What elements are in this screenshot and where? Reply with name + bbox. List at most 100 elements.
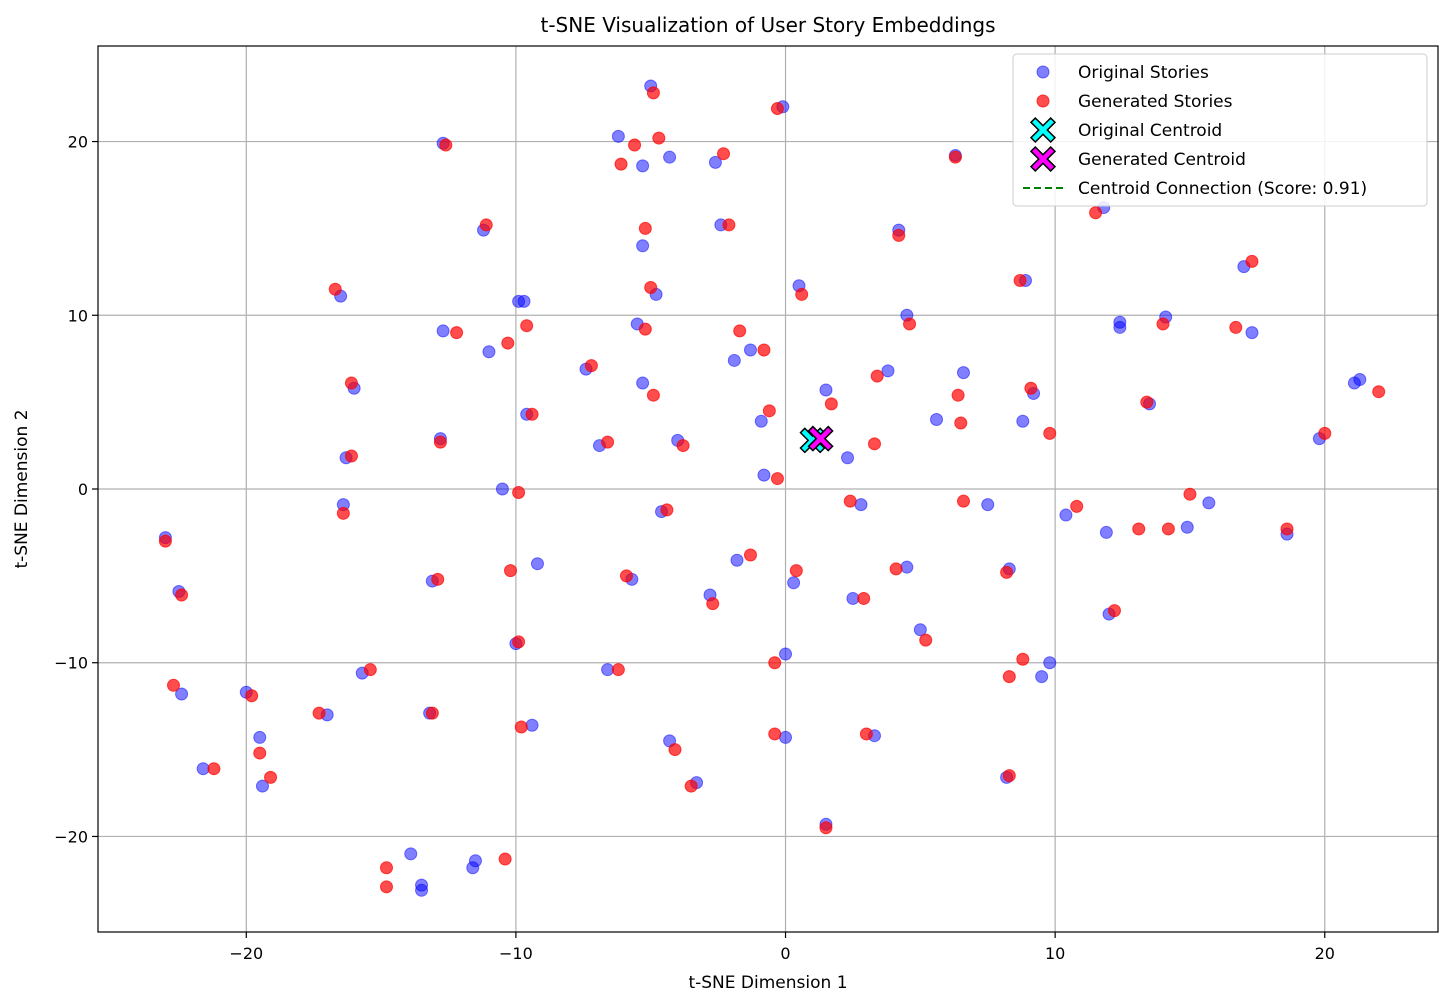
generated-story-point — [795, 287, 809, 301]
generated-story-point — [619, 569, 633, 583]
generated-story-point — [336, 506, 350, 520]
original-story-point — [517, 294, 531, 308]
generated-story-point — [824, 397, 838, 411]
generated-story-point — [1280, 522, 1294, 536]
generated-story-point — [363, 663, 377, 677]
x-tick-label: 20 — [1315, 944, 1335, 963]
original-story-point — [482, 345, 496, 359]
generated-story-point — [439, 138, 453, 152]
original-story-point — [1113, 315, 1127, 329]
generated-story-point — [498, 852, 512, 866]
generated-story-point — [1161, 522, 1175, 536]
original-story-point — [956, 366, 970, 380]
generated-story-point — [948, 150, 962, 164]
generated-story-point — [253, 746, 267, 760]
generated-story-point — [379, 880, 393, 894]
original-story-point — [981, 498, 995, 512]
y-tick-label: 20 — [68, 133, 88, 152]
original-story-point — [1245, 326, 1259, 340]
original-story-point — [1043, 656, 1057, 670]
generated-story-point — [1132, 522, 1146, 536]
generated-story-point — [903, 317, 917, 331]
generated-story-point — [1229, 320, 1243, 334]
original-story-point — [841, 451, 855, 465]
generated-story-point — [668, 743, 682, 757]
legend-box — [1012, 53, 1428, 207]
generated-story-point — [207, 762, 221, 776]
generated-story-point — [768, 727, 782, 741]
legend-marker-generated-stories — [1036, 94, 1050, 108]
generated-story-point — [520, 319, 534, 333]
generated-story-point — [733, 324, 747, 338]
original-story-point — [601, 663, 615, 677]
original-story-point — [415, 883, 429, 897]
axis-ticks: −20 −10 0 10 20 −20 −10 0 10 20 — [54, 133, 1335, 963]
original-story-point — [404, 847, 418, 861]
generated-story-point — [867, 437, 881, 451]
y-tick-label: 10 — [68, 306, 88, 325]
original-story-point — [255, 779, 269, 793]
generated-story-point — [951, 388, 965, 402]
generated-story-point — [1024, 381, 1038, 395]
legend-marker-original-stories — [1036, 65, 1050, 79]
generated-story-point — [676, 439, 690, 453]
generated-story-point — [646, 86, 660, 100]
generated-story-point — [611, 663, 625, 677]
generated-story-point — [1043, 426, 1057, 440]
generated-story-point — [954, 416, 968, 430]
original-story-point — [881, 364, 895, 378]
generated-story-point — [646, 388, 660, 402]
generated-story-point — [859, 727, 873, 741]
generated-story-point — [956, 494, 970, 508]
y-tick-label: −20 — [54, 827, 88, 846]
generated-story-point — [344, 376, 358, 390]
original-story-point — [779, 730, 793, 744]
x-axis-title: t-SNE Dimension 1 — [688, 973, 847, 993]
generated-story-point — [1245, 254, 1259, 268]
generated-story-point — [768, 656, 782, 670]
y-axis-title: t-SNE Dimension 2 — [12, 409, 32, 568]
generated-story-point — [1372, 385, 1386, 399]
original-story-point — [727, 353, 741, 367]
generated-story-point — [1002, 670, 1016, 684]
generated-story-point — [652, 131, 666, 145]
generated-story-point — [312, 706, 326, 720]
generated-centroid-marker — [807, 425, 834, 452]
original-story-point — [708, 155, 722, 169]
generated-story-point — [638, 322, 652, 336]
generated-story-point — [166, 678, 180, 692]
legend-marker-original-centroid — [1029, 116, 1057, 144]
original-story-point — [1059, 508, 1073, 522]
generated-story-point — [433, 435, 447, 449]
generated-story-point — [245, 689, 259, 703]
generated-story-point — [158, 534, 172, 548]
original-story-point — [530, 557, 544, 571]
generated-story-point — [328, 282, 342, 296]
generated-story-point — [770, 472, 784, 486]
original-story-point — [466, 861, 480, 875]
y-tick-label: −10 — [54, 654, 88, 673]
original-story-point — [913, 623, 927, 637]
chart-title: t-SNE Visualization of User Story Embedd… — [540, 13, 995, 37]
original-story-point — [1202, 496, 1216, 510]
original-story-point — [663, 150, 677, 164]
generated-story-point — [717, 147, 731, 161]
generated-story-point — [743, 548, 757, 562]
original-story-point — [611, 129, 625, 143]
original-story-point — [1099, 525, 1113, 539]
generated-story-point — [512, 635, 526, 649]
generated-story-point — [1318, 426, 1332, 440]
generated-story-point — [264, 770, 278, 784]
original-story-point — [525, 718, 539, 732]
centroids — [799, 425, 834, 454]
generated-story-point — [431, 572, 445, 586]
original-story-point — [819, 383, 833, 397]
generated-story-point — [684, 779, 698, 793]
generated-story-point — [601, 435, 615, 449]
generated-story-point — [892, 228, 906, 242]
generated-story-point — [1156, 317, 1170, 331]
generated-story-point — [344, 449, 358, 463]
generated-story-point — [757, 343, 771, 357]
